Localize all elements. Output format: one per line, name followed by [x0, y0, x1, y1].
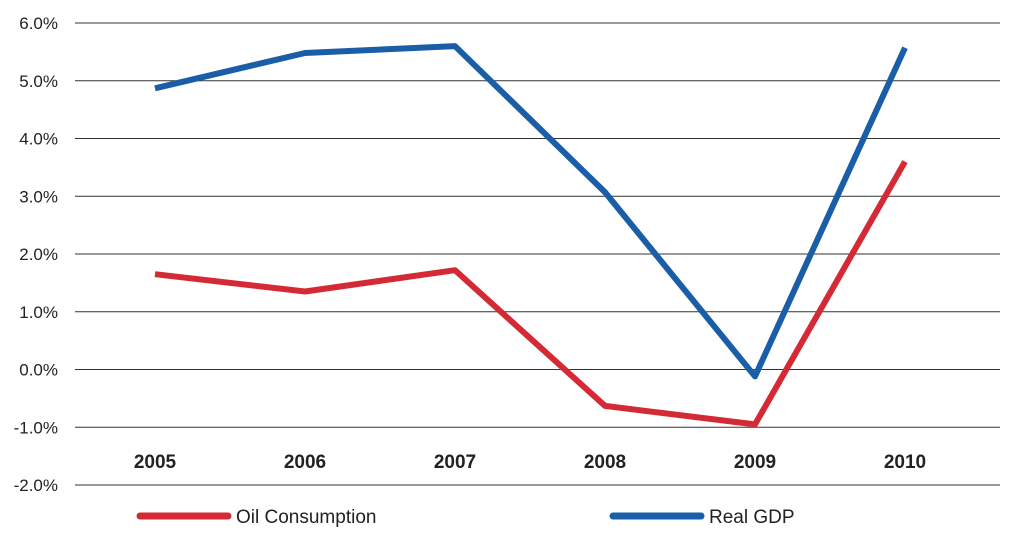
x-tick-label: 2009: [734, 452, 776, 473]
legend: Oil Consumption Real GDP: [136, 507, 795, 528]
series-lines: [154, 43, 908, 428]
series-line-real-gdp: [154, 43, 908, 380]
y-tick-label: 5.0%: [19, 72, 58, 91]
y-tick-label: 0.0%: [19, 361, 58, 380]
legend-label-real-gdp: Real GDP: [709, 507, 795, 528]
x-tick-label: 2010: [884, 452, 926, 473]
x-tick-label: 2007: [434, 452, 476, 473]
y-tick-label: 1.0%: [19, 303, 58, 322]
y-tick-label: -2.0%: [14, 476, 58, 495]
legend-label-oil-consumption: Oil Consumption: [236, 507, 376, 528]
y-tick-label: 4.0%: [19, 130, 58, 149]
gridlines: [75, 22, 1000, 486]
x-tick-label: 2005: [134, 452, 177, 473]
x-tick-label: 2006: [284, 452, 326, 473]
y-tick-label: 2.0%: [19, 245, 58, 264]
y-axis-tick-labels: 6.0% 5.0% 4.0% 3.0% 2.0% 1.0% 0.0% -1.0% -2.0%: [14, 14, 58, 495]
x-axis-tick-labels: 2005 2006 2007 2008 2009 2010: [134, 452, 926, 473]
y-tick-label: -1.0%: [14, 418, 58, 437]
x-tick-label: 2008: [584, 452, 626, 473]
y-tick-label: 6.0%: [19, 14, 58, 33]
series-line-oil-consumption: [154, 160, 908, 428]
y-tick-label: 3.0%: [19, 187, 58, 206]
